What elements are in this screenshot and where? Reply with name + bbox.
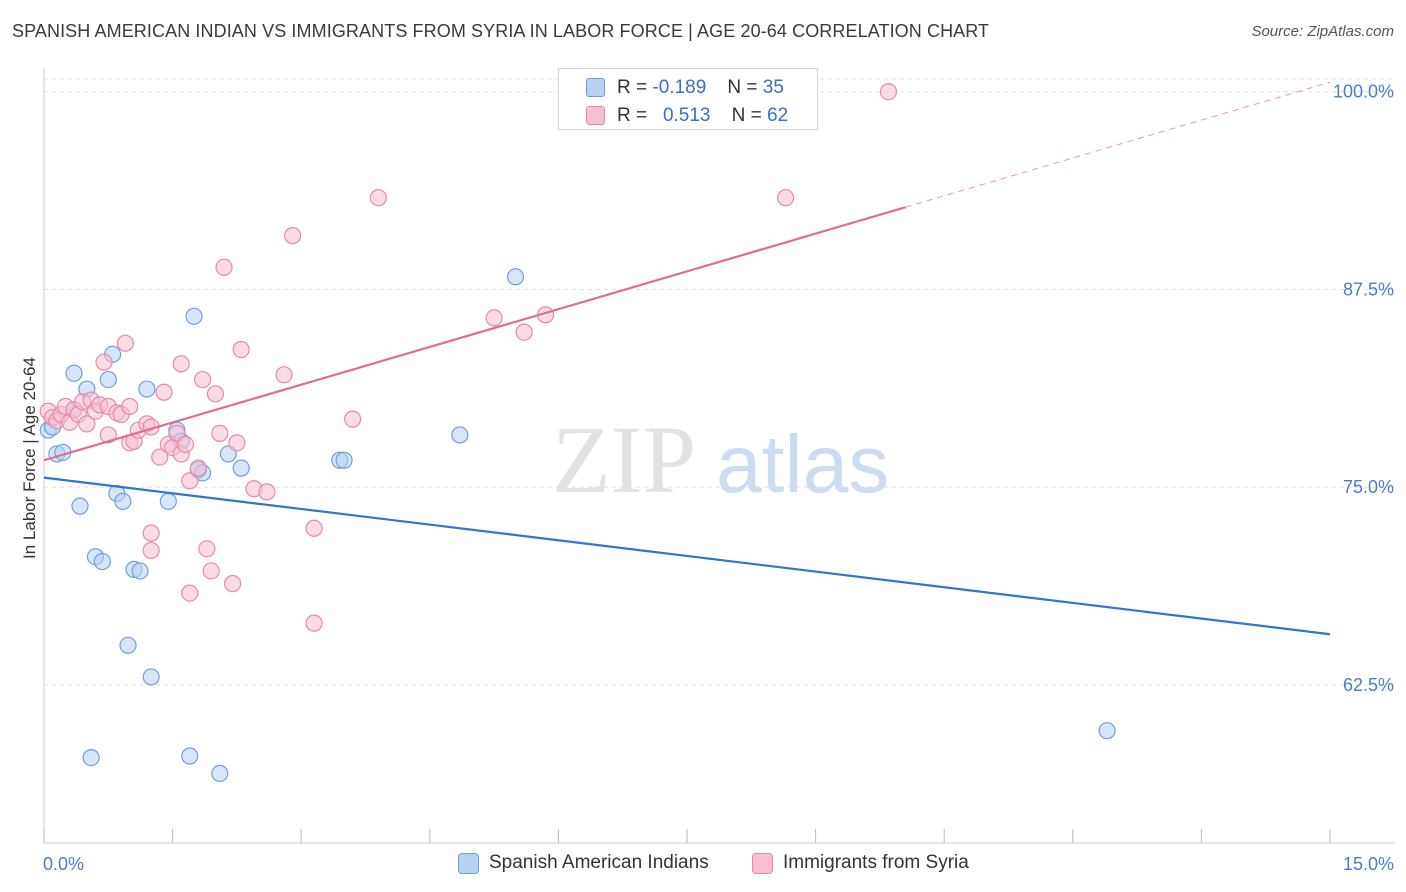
point-spanish-american-indian — [119, 636, 137, 654]
y-tick-label: 62.5% — [1343, 675, 1394, 695]
point-spanish-american-indian — [82, 748, 100, 767]
legend-n-value-pink: 62 — [767, 105, 789, 126]
point-immigrant-from-syria — [215, 258, 233, 276]
point-immigrant-from-syria — [485, 309, 503, 327]
point-spanish-american-indian — [71, 497, 89, 515]
legend-text-blue: R = -0.189 N = 35 — [617, 77, 784, 99]
chart-title: SPANISH AMERICAN INDIAN VS IMMIGRANTS FR… — [12, 21, 990, 41]
point-immigrant-from-syria — [369, 189, 387, 207]
legend-swatch-blue — [586, 78, 605, 97]
point-immigrant-from-syria — [305, 519, 323, 537]
point-spanish-american-indian — [142, 668, 160, 686]
point-immigrant-from-syria — [232, 340, 250, 359]
y-tick-label: 100.0% — [1333, 82, 1394, 102]
point-immigrant-from-syria — [116, 334, 135, 352]
point-immigrant-from-syria — [344, 410, 362, 428]
grid-lines — [44, 78, 1395, 686]
point-immigrant-from-syria — [879, 83, 898, 101]
y-tick-label: 87.5% — [1343, 279, 1394, 299]
x-tick-label: 15.0% — [1343, 854, 1394, 874]
stats-legend: R = -0.189 N = 35 R = 0.513 N = 62 — [558, 68, 818, 130]
legend-swatch-blue — [458, 853, 479, 874]
legend-label: Spanish American Indians — [489, 852, 709, 873]
point-immigrant-from-syria — [151, 448, 169, 466]
point-spanish-american-indian — [93, 552, 111, 571]
legend-row-pink: R = 0.513 N = 62 — [559, 103, 817, 131]
data-points — [39, 83, 1116, 783]
legend-swatch-pink — [752, 853, 773, 874]
point-immigrant-from-syria — [202, 562, 220, 580]
legend-n-value-blue: 35 — [762, 77, 784, 98]
point-spanish-american-indian — [211, 764, 229, 783]
trend-line-immigrants-from-syria — [43, 206, 906, 462]
point-spanish-american-indian — [335, 451, 353, 469]
point-spanish-american-indian — [451, 426, 469, 444]
legend-r-value-pink: 0.513 — [662, 105, 711, 126]
point-spanish-american-indian — [1098, 722, 1116, 740]
y-tick-label: 75.0% — [1343, 477, 1394, 497]
point-spanish-american-indian — [181, 747, 199, 765]
point-immigrant-from-syria — [142, 541, 160, 559]
point-spanish-american-indian — [114, 492, 132, 510]
watermark-zip: ZIP — [552, 406, 696, 513]
point-immigrant-from-syria — [211, 424, 229, 442]
point-spanish-american-indian — [99, 370, 117, 389]
point-spanish-american-indian — [159, 492, 177, 510]
point-immigrant-from-syria — [172, 355, 190, 373]
point-immigrant-from-syria — [275, 366, 293, 384]
point-immigrant-from-syria — [515, 323, 533, 341]
point-immigrant-from-syria — [155, 383, 173, 401]
tick-labels: 62.5% 75.0% 87.5% 100.0% 0.0% 15.0% — [43, 82, 1394, 874]
point-immigrant-from-syria — [284, 227, 302, 245]
x-tick-label: 0.0% — [43, 854, 84, 874]
watermark: ZIP atlas — [552, 406, 889, 513]
point-immigrant-from-syria — [198, 540, 216, 558]
point-immigrant-from-syria — [189, 459, 207, 477]
point-spanish-american-indian — [138, 380, 156, 398]
point-spanish-american-indian — [506, 268, 525, 286]
axes — [43, 68, 1395, 844]
point-spanish-american-indian — [131, 562, 149, 580]
point-immigrant-from-syria — [181, 472, 199, 490]
point-immigrant-from-syria — [142, 524, 160, 542]
watermark-atlas: atlas — [716, 419, 889, 510]
point-immigrant-from-syria — [181, 584, 199, 602]
point-immigrant-from-syria — [99, 426, 117, 444]
legend-n-label: N = — [727, 77, 758, 98]
point-immigrant-from-syria — [194, 370, 212, 389]
point-immigrant-from-syria — [176, 435, 195, 454]
legend-n-label: N = — [731, 105, 762, 126]
point-spanish-american-indian — [65, 364, 83, 382]
point-immigrant-from-syria — [95, 353, 113, 371]
point-immigrant-from-syria — [121, 397, 139, 416]
legend-r-value-blue: -0.189 — [652, 77, 707, 98]
point-immigrant-from-syria — [776, 189, 795, 207]
point-immigrant-from-syria — [258, 483, 276, 501]
y-axis-label: In Labor Force | Age 20-64 — [20, 357, 39, 559]
legend-row-blue: R = -0.189 N = 35 — [559, 75, 817, 103]
point-immigrant-from-syria — [228, 434, 246, 452]
point-immigrant-from-syria — [206, 385, 225, 403]
source-label: Source: ZipAtlas.com — [1251, 23, 1394, 40]
point-immigrant-from-syria — [305, 614, 323, 632]
point-spanish-american-indian — [185, 307, 203, 325]
trend-line-spanish-american-indians — [43, 476, 1331, 636]
legend-r-label: R = — [617, 77, 648, 98]
legend-label: Immigrants from Syria — [783, 852, 969, 873]
point-spanish-american-indian — [232, 459, 250, 477]
point-immigrant-from-syria — [224, 575, 242, 593]
trend-lines — [43, 81, 1331, 636]
legend-r-label: R = — [617, 105, 648, 126]
point-immigrant-from-syria — [78, 415, 96, 433]
trend-line-extension-immigrants-from-syria — [905, 81, 1331, 208]
legend-text-pink: R = 0.513 N = 62 — [617, 105, 788, 127]
legend-swatch-pink — [586, 106, 605, 125]
series-legend: Spanish American Indians Immigrants from… — [0, 852, 1406, 878]
